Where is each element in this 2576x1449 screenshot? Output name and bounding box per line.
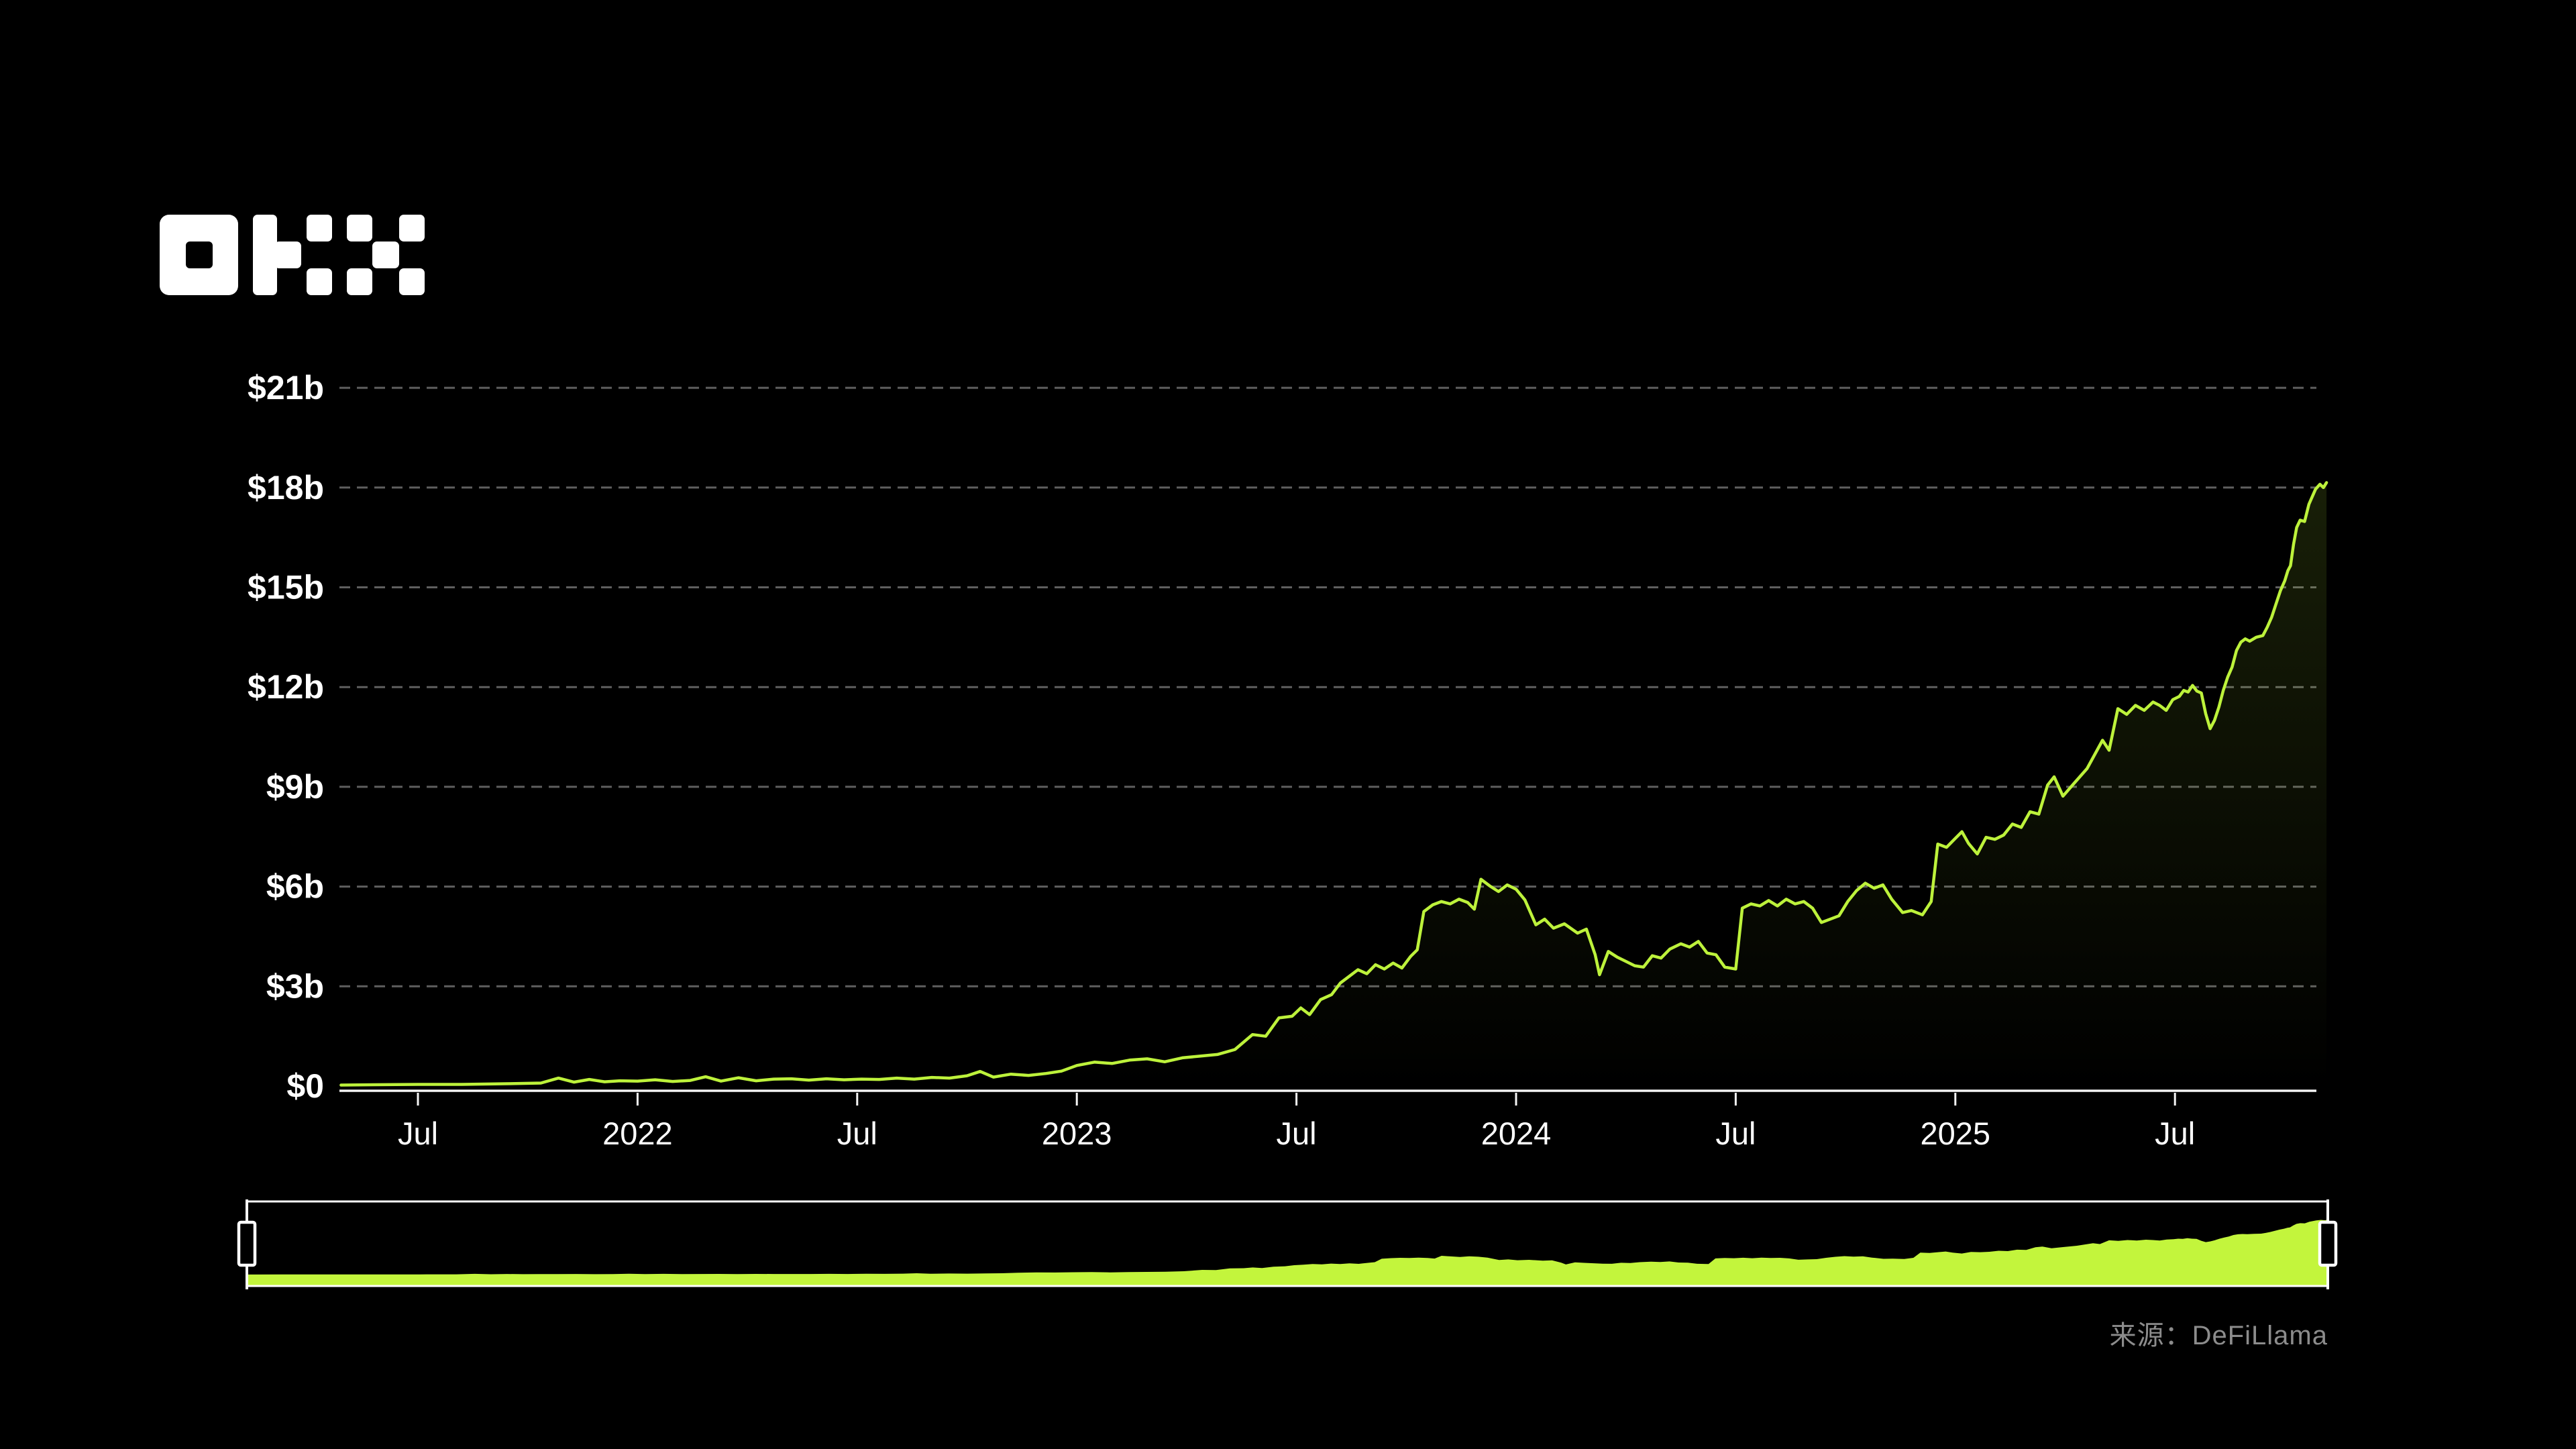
source-caption: 来源：DeFiLlama	[2110, 1313, 2328, 1352]
x-axis-labels: Jul 2022 Jul 2023 Jul 2024 Jul 2025 Jul	[398, 1116, 2195, 1151]
x-axis	[339, 1089, 2316, 1106]
y-axis-labels: $21b $18b $15b $12b $9b $6b $3b $0	[248, 369, 324, 1105]
y-tick-label: $3b	[266, 967, 324, 1005]
okx-logo-letter-k	[253, 215, 332, 295]
x-tick-label: Jul	[1277, 1116, 1317, 1151]
scrubber-left-handle[interactable]	[237, 1220, 257, 1267]
x-tick-label: 2024	[1481, 1116, 1552, 1151]
x-tick-label: Jul	[837, 1116, 877, 1151]
source-value: DeFiLlama	[2192, 1321, 2328, 1350]
minimap-area	[247, 1220, 2328, 1285]
tvl-area-fill	[341, 482, 2327, 1087]
y-tick-label: $0	[286, 1067, 324, 1105]
scrubber-window[interactable]	[247, 1201, 2328, 1286]
tvl-line	[339, 481, 2328, 1087]
tvl-area-series	[339, 481, 2328, 1087]
x-tick-label: 2025	[1921, 1116, 1991, 1151]
plot-area[interactable]	[339, 376, 2316, 1087]
timeline-scrubber	[237, 1199, 2338, 1289]
x-tick-label: 2022	[602, 1116, 673, 1151]
x-tick-label: Jul	[2155, 1116, 2195, 1151]
x-tick-label: 2023	[1042, 1116, 1112, 1151]
x-tick-label: Jul	[1715, 1116, 1756, 1151]
y-tick-label: $15b	[248, 569, 324, 606]
x-tick-label: Jul	[398, 1116, 438, 1151]
y-tick-label: $12b	[248, 668, 324, 706]
okx-logo-letter-o	[160, 215, 238, 295]
y-tick-label: $6b	[266, 868, 324, 906]
source-label: 来源：	[2109, 1321, 2192, 1350]
scrubber-right-handle[interactable]	[2318, 1220, 2338, 1267]
okx-logo	[160, 215, 425, 295]
y-tick-label: $18b	[248, 469, 324, 506]
okx-logo-letter-x	[347, 215, 425, 295]
y-tick-label: $21b	[248, 369, 324, 407]
y-tick-label: $9b	[266, 768, 324, 806]
